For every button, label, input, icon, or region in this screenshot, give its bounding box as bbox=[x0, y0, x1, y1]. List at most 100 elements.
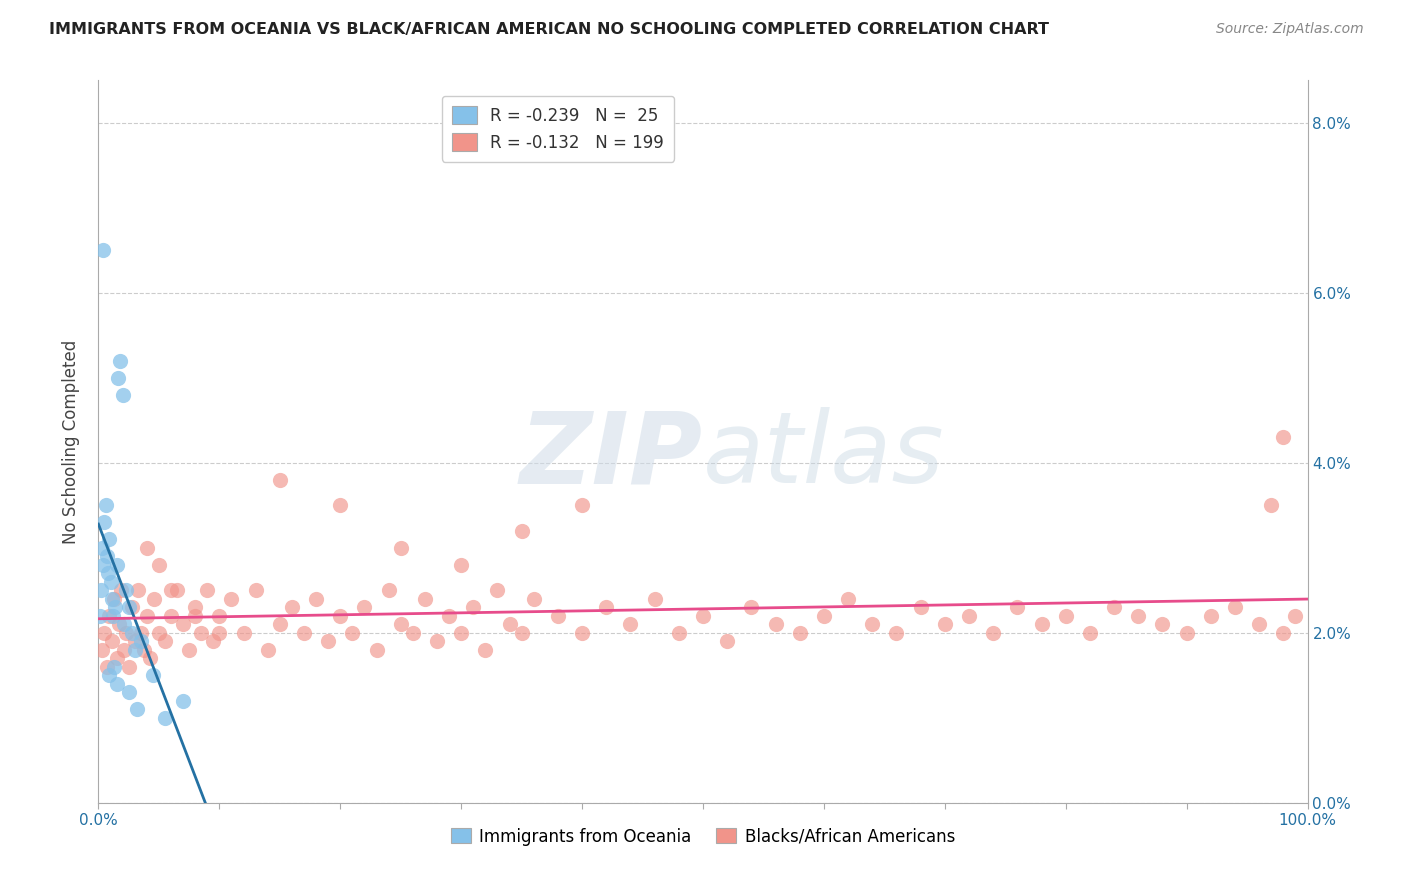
Point bbox=[93, 625, 115, 640]
Point bbox=[547, 608, 569, 623]
Point bbox=[1007, 600, 1029, 615]
Text: Source: ZipAtlas.com: Source: ZipAtlas.com bbox=[1216, 22, 1364, 37]
Point bbox=[413, 591, 436, 606]
Point bbox=[426, 634, 449, 648]
Point bbox=[172, 617, 194, 632]
Point bbox=[108, 353, 131, 368]
Point bbox=[129, 634, 152, 648]
Point bbox=[474, 642, 496, 657]
Point bbox=[160, 583, 183, 598]
Point bbox=[305, 591, 328, 606]
Point bbox=[668, 625, 690, 640]
Point bbox=[1272, 430, 1295, 444]
Point bbox=[934, 617, 956, 632]
Point bbox=[127, 583, 149, 598]
Point bbox=[184, 608, 207, 623]
Point bbox=[96, 660, 118, 674]
Point bbox=[153, 634, 176, 648]
Point bbox=[115, 583, 138, 598]
Point bbox=[93, 516, 115, 530]
Point bbox=[692, 608, 714, 623]
Point bbox=[510, 625, 533, 640]
Point bbox=[105, 651, 128, 665]
Point bbox=[166, 583, 188, 598]
Point bbox=[342, 625, 364, 640]
Point bbox=[281, 600, 304, 615]
Point bbox=[377, 583, 399, 598]
Point bbox=[269, 473, 291, 487]
Text: IMMIGRANTS FROM OCEANIA VS BLACK/AFRICAN AMERICAN NO SCHOOLING COMPLETED CORRELA: IMMIGRANTS FROM OCEANIA VS BLACK/AFRICAN… bbox=[49, 22, 1049, 37]
Point bbox=[402, 625, 425, 640]
Point bbox=[121, 625, 143, 640]
Point bbox=[1175, 625, 1198, 640]
Point bbox=[366, 642, 388, 657]
Point bbox=[437, 608, 460, 623]
Point bbox=[981, 625, 1004, 640]
Legend: Immigrants from Oceania, Blacks/African Americans: Immigrants from Oceania, Blacks/African … bbox=[444, 821, 962, 852]
Point bbox=[115, 625, 138, 640]
Point bbox=[1102, 600, 1125, 615]
Y-axis label: No Schooling Completed: No Schooling Completed bbox=[62, 340, 80, 543]
Point bbox=[245, 583, 267, 598]
Point bbox=[91, 642, 114, 657]
Point bbox=[463, 600, 485, 615]
Point bbox=[571, 498, 593, 512]
Point bbox=[91, 244, 114, 258]
Point bbox=[184, 600, 207, 615]
Point bbox=[232, 625, 254, 640]
Point bbox=[1260, 498, 1282, 512]
Point bbox=[104, 600, 127, 615]
Point bbox=[523, 591, 546, 606]
Point bbox=[329, 608, 352, 623]
Point bbox=[97, 566, 120, 581]
Point bbox=[108, 617, 131, 632]
Point bbox=[148, 558, 170, 572]
Point bbox=[110, 583, 132, 598]
Point bbox=[91, 558, 114, 572]
Point bbox=[179, 642, 201, 657]
Point bbox=[96, 549, 118, 564]
Point bbox=[389, 541, 412, 555]
Point bbox=[127, 702, 149, 716]
Text: ZIP: ZIP bbox=[520, 408, 703, 505]
Point bbox=[740, 600, 762, 615]
Point bbox=[860, 617, 883, 632]
Point bbox=[139, 651, 162, 665]
Point bbox=[1078, 625, 1101, 640]
Point bbox=[571, 625, 593, 640]
Point bbox=[98, 668, 121, 682]
Point bbox=[957, 608, 980, 623]
Point bbox=[644, 591, 666, 606]
Point bbox=[450, 558, 472, 572]
Point bbox=[208, 608, 231, 623]
Point bbox=[129, 625, 152, 640]
Point bbox=[98, 533, 121, 547]
Point bbox=[329, 498, 352, 512]
Point bbox=[765, 617, 787, 632]
Point bbox=[837, 591, 859, 606]
Point bbox=[118, 660, 141, 674]
Point bbox=[134, 642, 156, 657]
Point bbox=[269, 617, 291, 632]
Point bbox=[103, 591, 125, 606]
Point bbox=[118, 685, 141, 699]
Point bbox=[105, 677, 128, 691]
Point bbox=[105, 558, 128, 572]
Point bbox=[292, 625, 315, 640]
Point bbox=[202, 634, 225, 648]
Point bbox=[1272, 625, 1295, 640]
Point bbox=[100, 574, 122, 589]
Point bbox=[1284, 608, 1306, 623]
Point bbox=[716, 634, 738, 648]
Point bbox=[353, 600, 375, 615]
Point bbox=[124, 642, 146, 657]
Point bbox=[619, 617, 641, 632]
Point bbox=[1249, 617, 1271, 632]
Point bbox=[112, 617, 135, 632]
Point bbox=[111, 388, 134, 402]
Point bbox=[886, 625, 908, 640]
Point bbox=[910, 600, 932, 615]
Point bbox=[101, 608, 124, 623]
Point bbox=[118, 600, 141, 615]
Point bbox=[208, 625, 231, 640]
